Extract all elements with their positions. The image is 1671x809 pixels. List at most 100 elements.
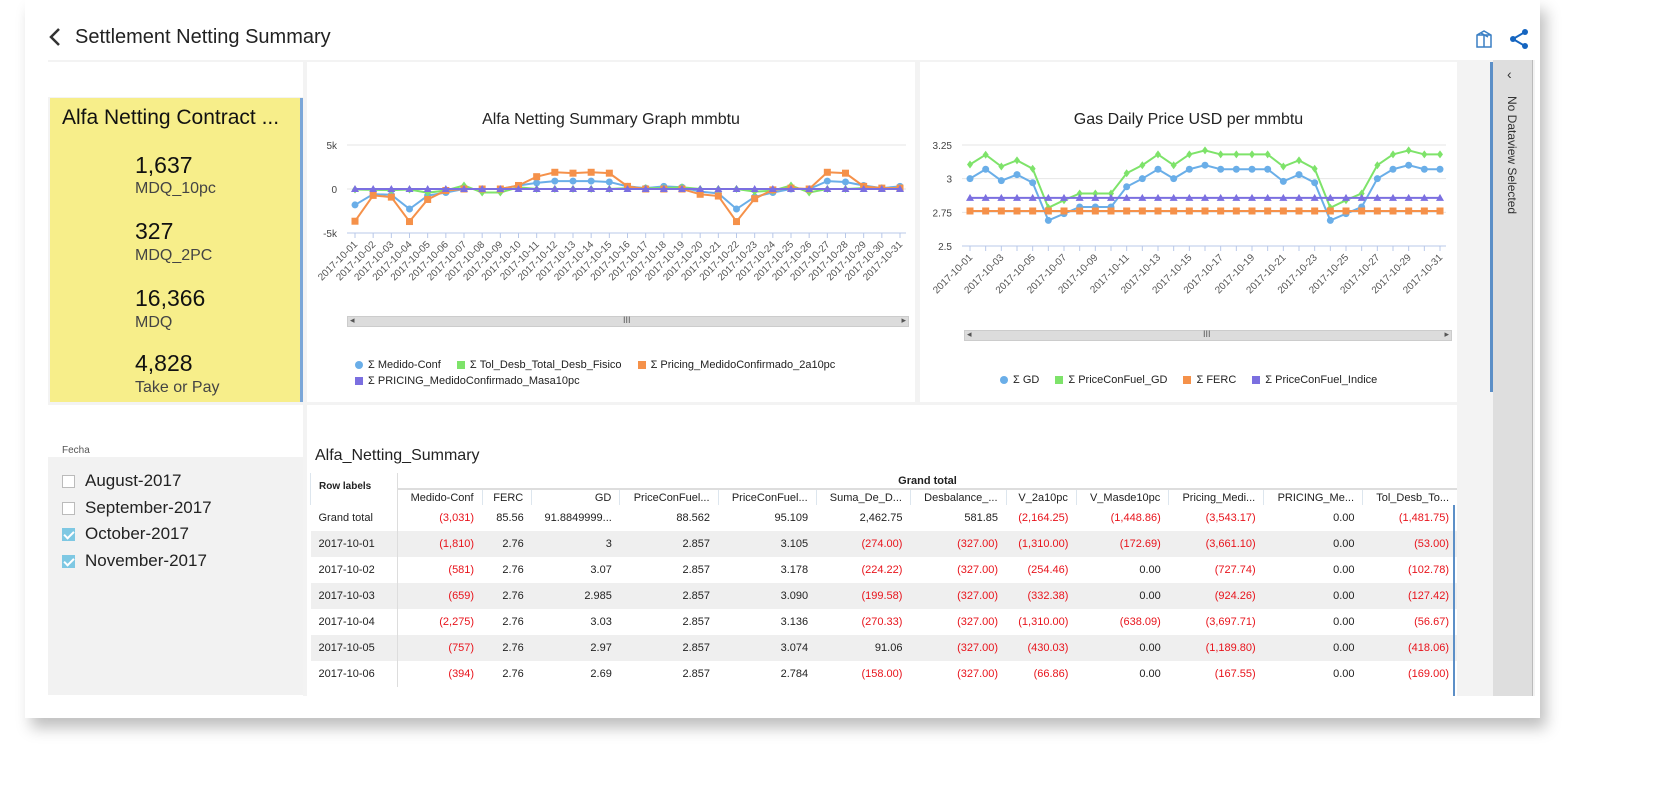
- legend-item[interactable]: Σ PRICING_MedidoConfirmado_Masa10pc: [355, 375, 580, 387]
- data-point[interactable]: [623, 185, 632, 192]
- data-point[interactable]: [1358, 207, 1366, 215]
- data-point[interactable]: [896, 185, 904, 192]
- data-point[interactable]: [387, 185, 396, 192]
- data-point[interactable]: [532, 185, 541, 192]
- column-header[interactable]: Suma_De_D...: [815, 489, 911, 505]
- data-point[interactable]: [1154, 207, 1162, 215]
- data-point[interactable]: [659, 185, 668, 192]
- data-point[interactable]: [1123, 169, 1130, 178]
- data-point[interactable]: [1295, 171, 1303, 179]
- data-point[interactable]: [982, 150, 989, 159]
- data-point[interactable]: [1421, 150, 1428, 159]
- data-point[interactable]: [1138, 175, 1146, 183]
- data-point[interactable]: [351, 185, 359, 192]
- data-point[interactable]: [1185, 207, 1193, 215]
- data-point[interactable]: [966, 193, 974, 201]
- data-point[interactable]: [751, 195, 759, 203]
- data-point[interactable]: [1233, 150, 1240, 159]
- data-point[interactable]: [441, 185, 450, 192]
- column-header[interactable]: PRICING_Me...: [1263, 489, 1363, 505]
- data-point[interactable]: [805, 185, 814, 192]
- share-icon[interactable]: [1508, 28, 1530, 55]
- data-point[interactable]: [1311, 179, 1319, 187]
- data-point[interactable]: [966, 207, 974, 215]
- data-point[interactable]: [1389, 193, 1397, 201]
- data-point[interactable]: [424, 195, 432, 203]
- data-point[interactable]: [998, 162, 1005, 171]
- data-point[interactable]: [1326, 216, 1334, 224]
- checkbox[interactable]: [62, 501, 75, 515]
- data-point[interactable]: [550, 185, 559, 192]
- data-point[interactable]: [533, 179, 541, 187]
- data-point[interactable]: [1138, 207, 1146, 215]
- data-point[interactable]: [1170, 207, 1178, 215]
- data-point[interactable]: [1185, 165, 1193, 173]
- chart-scrollbar[interactable]: ◂ III ▸: [964, 329, 1452, 341]
- data-point[interactable]: [605, 185, 614, 192]
- data-point[interactable]: [1264, 207, 1272, 215]
- table-row[interactable]: 2017-10-05 (757) 2.76 2.97 2.857 3.074 91.06 (3…: [310, 635, 1457, 661]
- data-point[interactable]: [1154, 193, 1162, 201]
- data-point[interactable]: [1249, 150, 1255, 159]
- data-point[interactable]: [732, 185, 741, 192]
- legend-item[interactable]: Σ FERC: [1183, 374, 1236, 386]
- table-row[interactable]: 2017-10-06 (394) 2.76 2.69 2.857 2.784 (158.00…: [310, 661, 1458, 687]
- data-point[interactable]: [714, 192, 722, 200]
- filter-option-september-2017[interactable]: September-2017: [62, 498, 212, 518]
- table-row[interactable]: 2017-10-03 (659) 2.76 2.985 2.857 3.090 (199.5…: [310, 583, 1457, 609]
- back-chevron-icon[interactable]: [48, 26, 62, 54]
- data-point[interactable]: [423, 185, 432, 192]
- data-point[interactable]: [750, 185, 759, 192]
- data-point[interactable]: [1029, 164, 1036, 173]
- data-point[interactable]: [1201, 207, 1209, 215]
- data-point[interactable]: [1248, 207, 1256, 215]
- data-point[interactable]: [1279, 207, 1287, 215]
- data-point[interactable]: [1044, 216, 1052, 224]
- data-point[interactable]: [369, 185, 378, 192]
- data-point[interactable]: [1357, 193, 1366, 201]
- column-header[interactable]: V_Masde10pc: [1075, 489, 1169, 505]
- data-point[interactable]: [877, 185, 886, 192]
- data-point[interactable]: [1342, 193, 1350, 201]
- data-point[interactable]: [1295, 207, 1303, 215]
- data-point[interactable]: [1217, 150, 1224, 159]
- data-point[interactable]: [1170, 161, 1177, 170]
- data-point[interactable]: [1404, 193, 1413, 201]
- data-point[interactable]: [982, 165, 990, 173]
- data-point[interactable]: [1279, 177, 1287, 185]
- data-point[interactable]: [997, 207, 1005, 215]
- table-row[interactable]: 2017-10-01 (1,810) 2.76 3 2.857 3.105 (274.00)…: [310, 531, 1457, 557]
- column-header[interactable]: Medido-Conf: [397, 489, 483, 505]
- data-point[interactable]: [351, 217, 359, 225]
- legend-item[interactable]: Σ GD: [1000, 374, 1039, 386]
- data-point[interactable]: [1186, 150, 1193, 159]
- data-point[interactable]: [1107, 193, 1115, 201]
- legend-item[interactable]: Σ Tol_Desb_Total_Desb_Fisico: [456, 359, 622, 371]
- data-point[interactable]: [1232, 165, 1240, 173]
- sidebar-scrollbar[interactable]: [1490, 62, 1493, 392]
- data-point[interactable]: [1279, 193, 1288, 201]
- data-point[interactable]: [1436, 207, 1444, 215]
- data-point[interactable]: [1216, 193, 1225, 201]
- data-point[interactable]: [1264, 165, 1272, 173]
- data-point[interactable]: [823, 168, 831, 176]
- data-point[interactable]: [1232, 193, 1241, 201]
- data-point[interactable]: [981, 193, 990, 201]
- data-point[interactable]: [733, 205, 740, 213]
- data-point[interactable]: [369, 191, 377, 199]
- data-point[interactable]: [1310, 193, 1319, 201]
- data-point[interactable]: [1248, 193, 1256, 201]
- data-point[interactable]: [823, 177, 831, 185]
- data-point[interactable]: [1311, 207, 1319, 215]
- chart-scrollbar[interactable]: ◂ III ▸: [347, 315, 909, 327]
- data-point[interactable]: [1122, 193, 1131, 201]
- data-point[interactable]: [1264, 150, 1271, 159]
- column-header[interactable]: Tol_Desb_To...: [1362, 489, 1457, 505]
- data-point[interactable]: [1390, 150, 1396, 159]
- data-point[interactable]: [1311, 164, 1318, 173]
- data-point[interactable]: [1420, 193, 1429, 201]
- data-point[interactable]: [405, 185, 414, 192]
- data-point[interactable]: [696, 190, 704, 198]
- data-point[interactable]: [823, 185, 832, 192]
- data-point[interactable]: [696, 185, 705, 192]
